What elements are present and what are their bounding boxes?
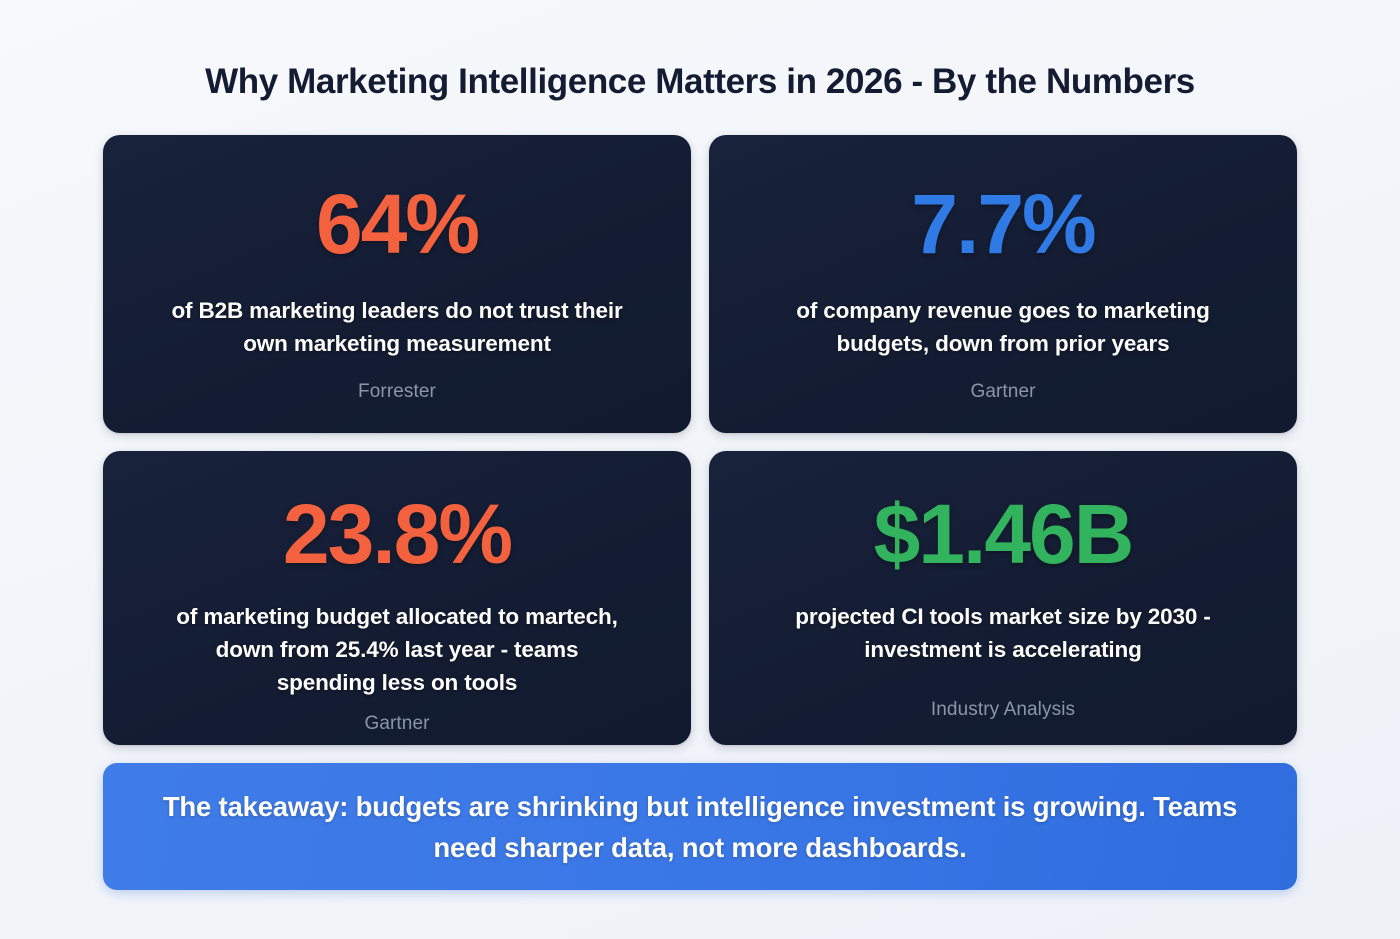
stat-description: projected CI tools market size by 2030 -… <box>795 603 1211 662</box>
stat-source: Gartner <box>970 381 1036 403</box>
stat-card-grid: 64% of B2B marketing leaders do not trus… <box>103 135 1297 746</box>
stat-value: 7.7% <box>911 177 1096 272</box>
stat-card-b2b-trust: 64% of B2B marketing leaders do not trus… <box>103 135 691 434</box>
page-title: Why Marketing Intelligence Matters in 20… <box>205 62 1195 101</box>
stat-value: 64% <box>315 177 480 272</box>
stat-description: of marketing budget allocated to martech… <box>176 603 618 695</box>
stat-source: Forrester <box>358 381 436 403</box>
stat-value: 23.8% <box>282 487 513 582</box>
stat-source: Industry Analysis <box>930 699 1076 721</box>
stat-value: $1.46B <box>873 487 1135 582</box>
stat-source: Gartner <box>364 712 430 734</box>
takeaway-text: The takeaway: budgets are shrinking but … <box>162 790 1238 863</box>
stat-card-ci-market-size: $1.46B projected CI tools market size by… <box>709 451 1297 746</box>
takeaway-banner: The takeaway: budgets are shrinking but … <box>103 763 1297 891</box>
stat-description: of B2B marketing leaders do not trust th… <box>171 297 623 356</box>
stat-card-martech-allocation: 23.8% of marketing budget allocated to m… <box>103 451 691 746</box>
stat-card-revenue-share: 7.7% of company revenue goes to marketin… <box>709 135 1297 434</box>
stat-description: of company revenue goes to marketing bud… <box>796 297 1210 356</box>
